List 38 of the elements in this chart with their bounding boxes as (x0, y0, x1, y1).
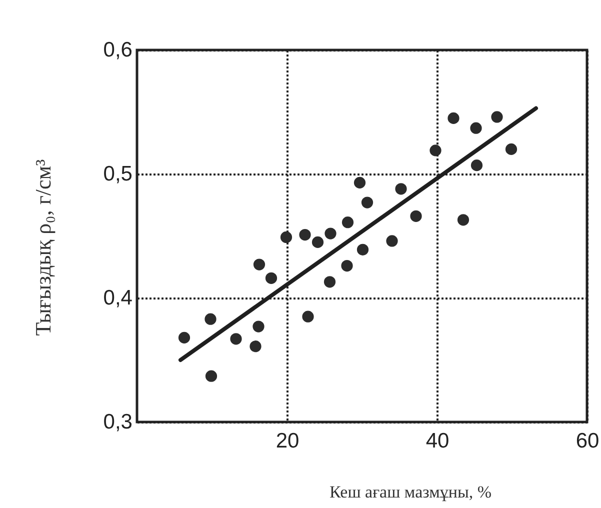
point (265, 272, 278, 284)
point (312, 236, 324, 248)
point (395, 183, 407, 195)
point (386, 235, 398, 247)
y-tick-label: 0,4 (103, 286, 133, 310)
point (354, 176, 366, 188)
point (361, 196, 374, 208)
y-tick-label: 0,5 (103, 162, 132, 186)
point (448, 112, 460, 124)
point (280, 231, 292, 244)
point (204, 313, 216, 325)
point (324, 276, 336, 288)
point (252, 320, 264, 332)
point (342, 216, 354, 228)
point (302, 310, 314, 322)
point (410, 210, 422, 222)
y-tick-label: 0,6 (103, 38, 132, 62)
point (470, 160, 483, 172)
x-tick-label: 40 (426, 430, 450, 452)
point (299, 228, 311, 241)
point (430, 144, 442, 156)
point (250, 340, 262, 352)
y-tick-label: 0,3 (103, 410, 132, 434)
point (178, 332, 190, 344)
x-axis-title: Кеш ағаш мазмұны, % (329, 482, 492, 502)
point (457, 214, 470, 226)
point (505, 143, 518, 155)
x-tick-label: 20 (276, 430, 300, 452)
x-tick-label: 60 (576, 430, 600, 452)
y-axis-title: Тығыздық ρ₀, г/см³ (30, 158, 56, 336)
point (356, 244, 369, 256)
point (205, 370, 218, 382)
point (230, 333, 242, 345)
point (324, 228, 336, 240)
point (253, 258, 266, 270)
point (491, 111, 503, 123)
point (341, 260, 353, 272)
point (470, 122, 482, 134)
